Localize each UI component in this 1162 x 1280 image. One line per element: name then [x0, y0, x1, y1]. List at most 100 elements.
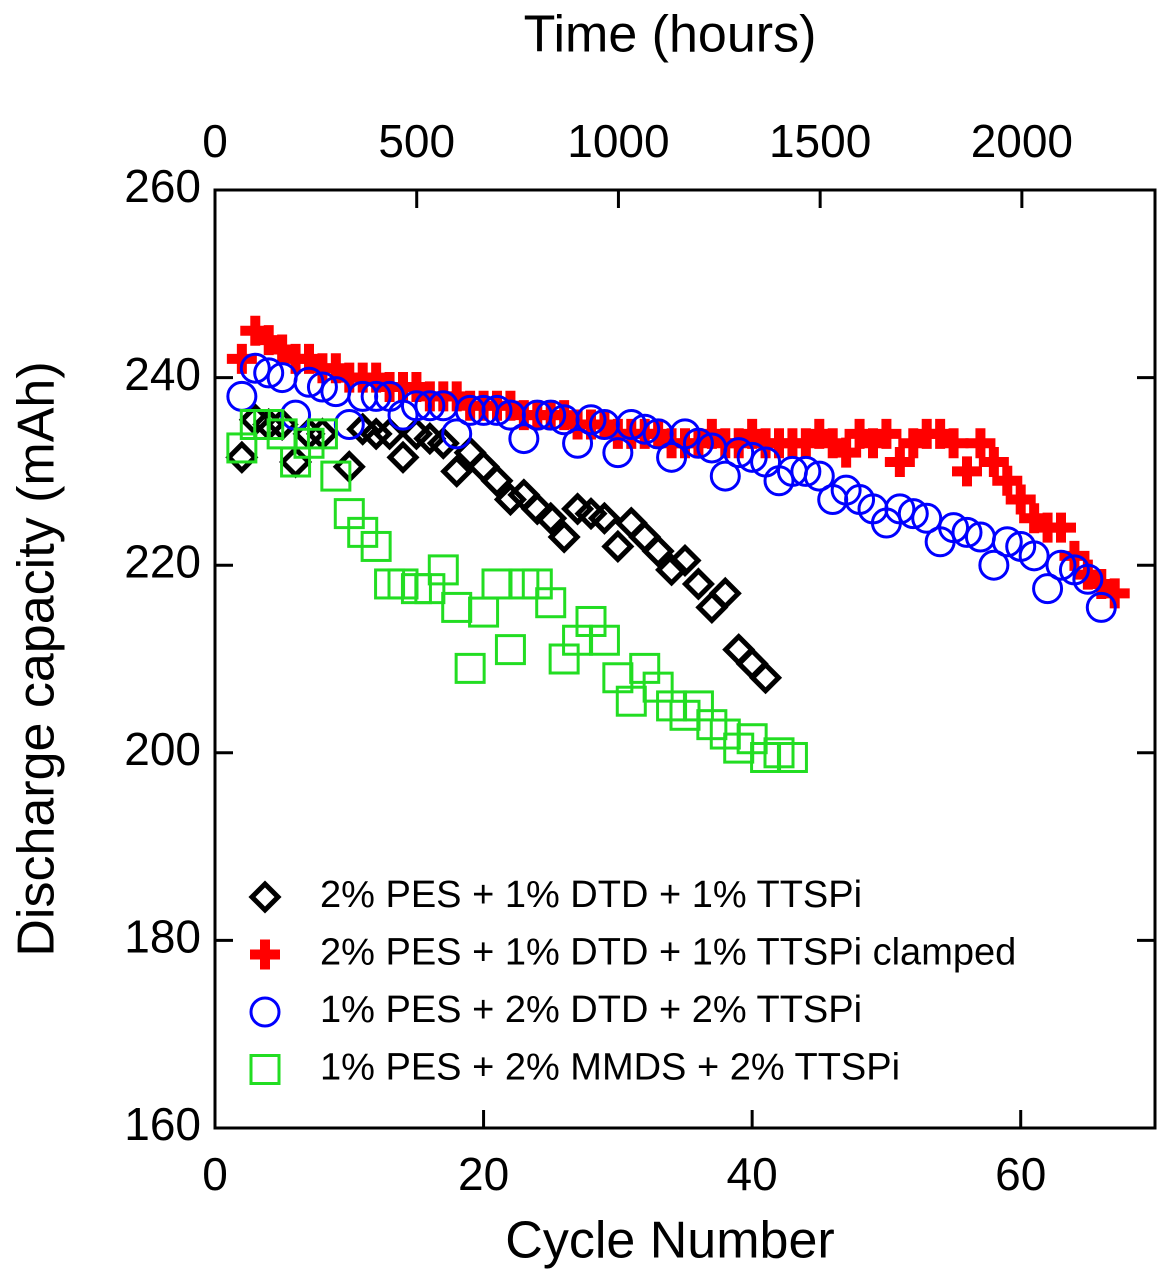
x2-tick-label: 0: [202, 115, 228, 167]
plus-marker: [871, 418, 902, 449]
square-marker: [535, 587, 567, 619]
circle-marker: [360, 380, 392, 412]
circle-marker: [1072, 563, 1104, 595]
plus-marker: [1099, 578, 1130, 609]
plus-marker: [992, 465, 1023, 496]
x2-axis-label: Time (hours): [524, 6, 817, 64]
plus-marker: [978, 447, 1009, 478]
plus-marker: [1005, 484, 1036, 515]
plus-marker: [320, 353, 351, 384]
diamond-marker: [681, 567, 715, 601]
diamond-marker: [614, 506, 648, 540]
legend-marker: [249, 1054, 281, 1085]
circle-marker: [602, 437, 634, 469]
plus-marker: [790, 428, 821, 459]
square-marker: [454, 652, 486, 684]
y-axis-label: Discharge capacity (mAh): [8, 361, 66, 956]
circle-marker: [1018, 540, 1050, 572]
plus-marker: [925, 418, 956, 449]
circle-marker: [481, 394, 513, 426]
circle-marker: [951, 516, 983, 548]
diamond-marker: [225, 440, 259, 474]
diamond-marker: [587, 501, 621, 535]
legend-label: 2% PES + 1% DTD + 1% TTSPi: [320, 874, 862, 916]
circle-marker: [306, 371, 338, 403]
square-marker: [427, 554, 459, 586]
circle-marker: [562, 427, 594, 459]
square-marker: [588, 624, 620, 656]
diamond-marker: [561, 492, 595, 526]
plus-marker: [294, 343, 324, 374]
circle-marker: [615, 409, 647, 440]
plus-marker: [858, 428, 888, 459]
plus-marker: [884, 447, 915, 478]
plus-marker: [737, 418, 768, 449]
circle-marker: [629, 413, 661, 445]
plus-marker: [804, 418, 835, 449]
circle-marker: [535, 399, 567, 431]
diamond-marker: [399, 417, 433, 451]
x2-tick-label: 2000: [971, 115, 1073, 167]
circle-marker: [736, 441, 768, 473]
circle-marker: [575, 404, 607, 436]
circle-marker: [226, 380, 258, 412]
y-tick-label: 260: [124, 160, 201, 212]
legend-marker: [249, 996, 281, 1028]
plus-marker: [1046, 512, 1076, 543]
diamond-marker: [467, 450, 501, 484]
circle-marker: [239, 352, 271, 384]
plus-marker: [240, 315, 271, 346]
y-tick-label: 240: [124, 348, 201, 400]
plus-marker: [1019, 503, 1050, 534]
plus-marker: [952, 456, 982, 487]
circle-marker: [441, 418, 473, 450]
x-tick-label: 0: [202, 1148, 228, 1200]
circle-marker: [333, 409, 365, 440]
circle-marker: [897, 498, 929, 530]
circle-marker: [508, 423, 540, 455]
diamond-marker: [708, 576, 742, 610]
circle-marker: [1032, 573, 1064, 605]
circle-marker: [414, 390, 446, 422]
circle-marker: [682, 427, 714, 459]
circle-marker: [803, 460, 835, 492]
diamond-marker: [359, 417, 393, 451]
plus-marker: [267, 334, 298, 365]
diamond-marker: [493, 483, 527, 517]
circle-marker: [938, 512, 970, 544]
circle-marker: [1045, 549, 1077, 581]
legend-label: 1% PES + 2% MMDS + 2% TTSPi: [320, 1047, 900, 1089]
y-tick-label: 220: [124, 535, 201, 587]
plus-marker: [226, 343, 257, 374]
diamond-marker: [722, 633, 756, 667]
square-marker: [441, 591, 473, 623]
diamond-marker: [413, 422, 447, 456]
legend-marker: [248, 880, 282, 914]
diamond-marker: [386, 440, 420, 474]
square-marker: [360, 530, 392, 562]
circle-marker: [991, 526, 1023, 558]
diamond-marker: [749, 661, 783, 695]
circle-marker: [253, 357, 285, 389]
square-marker: [320, 460, 352, 492]
x-tick-label: 20: [458, 1148, 509, 1200]
x-tick-label: 40: [727, 1148, 778, 1200]
circle-marker: [790, 455, 822, 487]
plot-frame: [213, 188, 1157, 1130]
diamond-marker: [735, 647, 769, 681]
circle-marker: [709, 460, 741, 492]
square-marker: [494, 634, 526, 666]
plus-marker: [965, 428, 996, 459]
diamond-marker: [641, 534, 675, 568]
plus-marker: [831, 437, 862, 468]
diamond-marker: [574, 497, 608, 531]
plus-marker: [441, 381, 472, 412]
plus-marker: [361, 362, 392, 393]
plus-marker: [898, 428, 929, 459]
diamond-marker: [547, 520, 581, 554]
circle-marker: [293, 366, 325, 398]
diamond-marker: [520, 492, 554, 526]
x2-tick-label: 500: [378, 115, 455, 167]
legend-marker: [250, 939, 280, 970]
